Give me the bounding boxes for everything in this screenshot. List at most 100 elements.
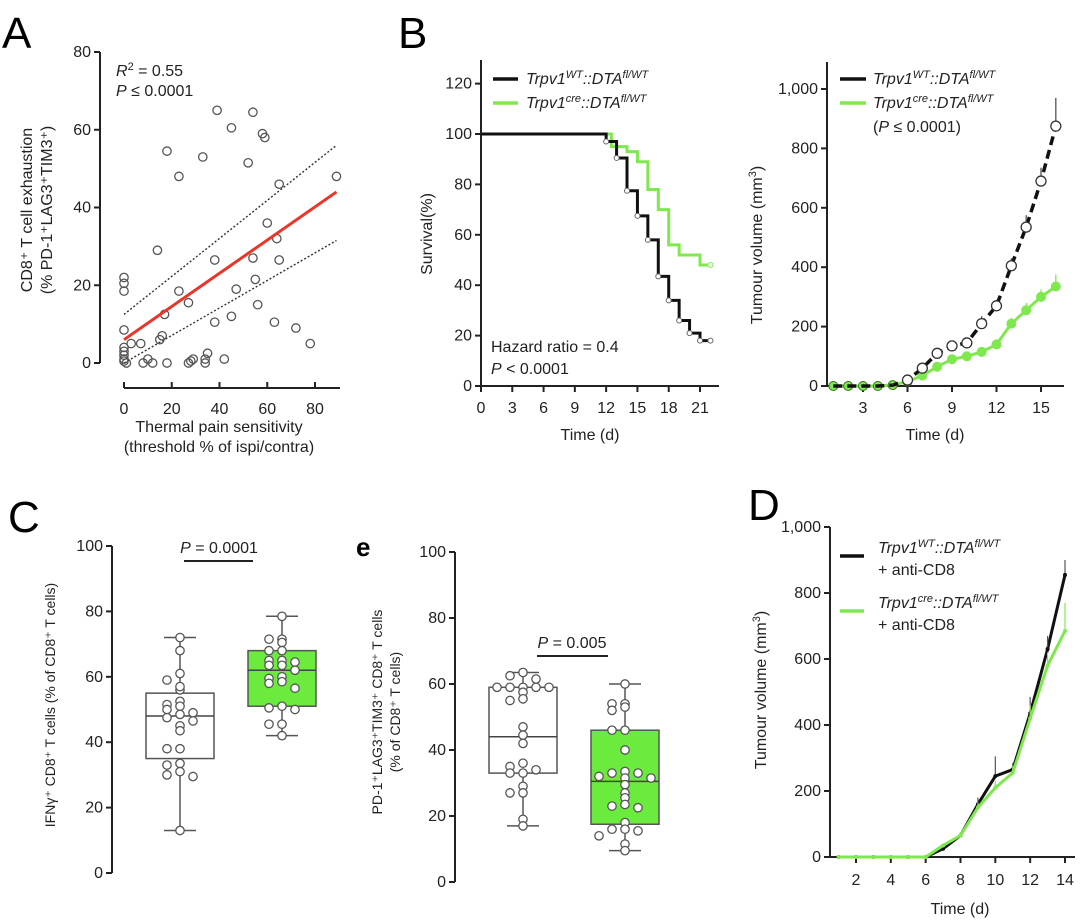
panel-e-data-point: [594, 771, 604, 782]
panel-c-marks: P = 0.0001: [145, 540, 317, 836]
panel-a-data-point: [243, 157, 253, 168]
panel-d-line-cre-point: [1028, 716, 1033, 721]
panel-a-data-point: [226, 311, 237, 322]
panel-b-tumour-point-cre: [1006, 318, 1017, 329]
panel-c-y-tick-label: 0: [94, 865, 103, 882]
panel-d-ylabel: Tumour volume (mm3): [751, 611, 770, 769]
panel-b-tumour-point-cre: [947, 354, 957, 365]
panel-c-data-point: [290, 665, 300, 676]
panel-b-survival-xlabel: Time (d): [561, 427, 620, 444]
panel-b-survival-legend-label: Trpv1cre::DTAfl/WT: [526, 93, 648, 112]
panel-b-p-annotation: P < 0.0001: [491, 361, 569, 378]
panel-b-survival-y-tick-label: 40: [454, 277, 472, 294]
panel-a-data-point: [119, 286, 129, 296]
panel-a-ci-lower: [123, 239, 337, 364]
panel-c: C 0 20 40 60 80 100 P = 0.0001 IFNγ⁺ CD8⁺ T c…: [8, 493, 317, 882]
panel-a-data-point: [305, 338, 316, 349]
panel-b-survival-y-tick-label: 60: [454, 227, 472, 244]
panel-e-data-point: [518, 693, 528, 704]
panel-c-data-point: [188, 771, 198, 782]
panel-c-data-point: [162, 743, 172, 754]
panel-b-survival-legend-label: Trpv1WT::DTAfl/WT: [526, 69, 649, 88]
panel-a-p-annotation: P ≤ 0.0001: [116, 83, 193, 100]
panel-b-tumour-point-wt: [901, 374, 914, 386]
panel-d-line-cre-point: [1063, 628, 1067, 633]
panel-b-survival-ylabel: Survival(%): [419, 193, 436, 275]
panel-b-survival-y-tick-label: 100: [445, 126, 472, 143]
panel-a-data-point: [119, 272, 129, 283]
panel-letter-a: A: [2, 9, 32, 58]
panel-b-tumour-point-cre: [1036, 291, 1046, 302]
panel-d-line-cre-point: [975, 805, 980, 810]
panel-e-data-point: [633, 768, 643, 778]
panel-c-data-point: [277, 611, 287, 622]
panel-a-data-point: [248, 107, 258, 118]
panel-a-axes: 0 20 40 60 80 0 20 40 60 80: [73, 44, 340, 418]
panel-a-data-point: [219, 354, 230, 364]
panel-b-survival-x-tick-label: 6: [539, 400, 548, 417]
panel-b-tumour-x-tick-label: 3: [859, 400, 868, 417]
panel-c-data-point: [188, 707, 198, 718]
panel-b-tumour-point-wt: [916, 362, 928, 374]
panel-e-data-point: [607, 801, 617, 811]
panel-a-fit-line: [123, 190, 338, 341]
panel-e-data-point: [518, 821, 528, 831]
panel-d-line-cre-point: [888, 855, 893, 859]
panel-b-tumour-point-wt: [961, 337, 973, 349]
panel-a-x-tick-label: 60: [258, 401, 276, 418]
panel-c-data-point: [175, 743, 185, 754]
panel-a-xlabel-line1: Thermal pain sensitivity: [135, 419, 302, 436]
panel-a-ylabel-line2: (% PD-1⁺LAG3⁺TIM3⁺): [39, 126, 56, 294]
panel-d-x-tick-label: 8: [956, 872, 965, 889]
panel-b-survival-censor-mark: [676, 317, 683, 324]
panel-a-data-point: [152, 245, 163, 256]
panel-e-ylabel-line1: PD-1⁺LAG3⁺TIM3⁺ CD8⁺ T cells: [369, 610, 385, 815]
panel-a-data-point: [252, 299, 263, 310]
panel-a-data-point: [331, 171, 342, 182]
panel-b-tumour-y-tick-label: 200: [791, 319, 818, 336]
panel-b-hazard-ratio: Hazard ratio = 0.4: [491, 339, 619, 356]
panel-c-data-point: [175, 758, 185, 769]
panel-letter-d: D: [748, 481, 780, 530]
panel-c-y-tick-label: 60: [85, 669, 103, 686]
panel-c-data-point: [175, 725, 185, 736]
panel-d-legend: Trpv1WT::DTAfl/WT+ anti-CD8Trpv1cre::DTA…: [840, 538, 1001, 634]
panel-a-data-point: [119, 325, 129, 335]
panel-a-data-point: [262, 218, 273, 228]
panel-e-data-point: [620, 745, 630, 755]
panel-b-survival-censor-mark: [603, 138, 610, 145]
panel-a-data-point: [200, 354, 211, 364]
panel-e-data-point: [518, 738, 528, 749]
panel-a-y-tick-label: 40: [73, 200, 91, 217]
panel-c-data-point: [290, 657, 300, 667]
panel-b-tumour-legend-label: Trpv1cre::DTAfl/WT: [873, 93, 995, 112]
panel-d-line-cre-point: [993, 785, 998, 790]
panel-e-data-point: [620, 824, 630, 835]
panel-e-data-point: [607, 824, 617, 835]
panel-b-survival-y-tick-label: 120: [445, 76, 472, 93]
panel-a-x-tick-label: 20: [163, 401, 181, 418]
panel-letter-b: B: [398, 9, 427, 58]
panel-e-data-point: [620, 799, 630, 810]
panel-e: e 0 20 40 60 80 100 P = 0.005 PD-1⁺LAG3⁺TIM3⁺…: [356, 532, 660, 891]
panel-a-data-point: [269, 317, 280, 328]
panel-b-tumour-y-tick-label: 1,000: [778, 81, 818, 98]
panel-b-survival-censor-mark: [644, 236, 651, 243]
panel-a-data-point: [209, 255, 220, 265]
panel-a-marks: [119, 105, 342, 368]
panel-b-survival-censor-mark: [613, 154, 620, 161]
panel-a-data-point: [188, 354, 199, 364]
panel-e-data-point: [518, 730, 528, 741]
panel-c-data-point: [277, 660, 287, 671]
panel-e-data-point: [633, 802, 643, 813]
panel-b-survival-censor-mark: [697, 337, 703, 344]
panel-a-data-point: [121, 358, 132, 368]
panel-a-data-point: [162, 358, 172, 368]
panel-a-data-point: [248, 253, 258, 263]
panel-b-tumour-point-wt: [976, 317, 988, 330]
panel-e-data-point: [518, 788, 528, 798]
panel-e-data-point: [620, 679, 630, 689]
panel-d-legend-label: Trpv1WT::DTAfl/WT: [878, 538, 1001, 557]
